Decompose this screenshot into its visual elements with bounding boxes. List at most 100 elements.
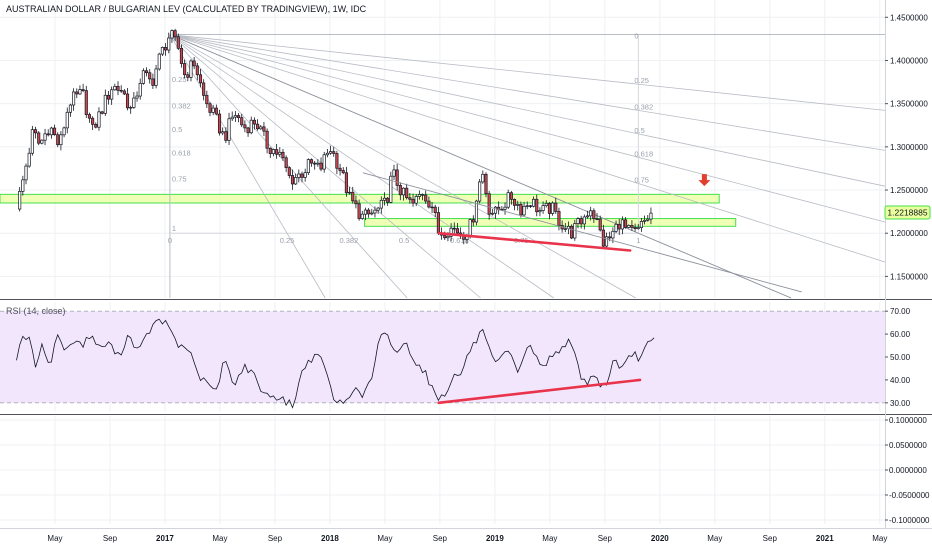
candle-body-102 bbox=[338, 167, 342, 171]
time-tick-label-11: 2020 bbox=[651, 534, 669, 543]
fan-label-bottom-6: 1 bbox=[636, 236, 640, 245]
candle-body-200 bbox=[649, 212, 653, 220]
candle-body-7 bbox=[37, 132, 41, 144]
candle-body-132 bbox=[433, 206, 437, 213]
fan-ray-time-1 bbox=[169, 34, 326, 299]
candle-body-168 bbox=[547, 203, 551, 214]
candle-body-100 bbox=[332, 151, 336, 154]
candle-body-26 bbox=[97, 111, 101, 128]
candle-body-166 bbox=[541, 205, 545, 211]
candle-body-106 bbox=[351, 191, 355, 202]
candle-body-13 bbox=[56, 134, 60, 146]
candle-body-43 bbox=[151, 78, 155, 86]
candle-body-39 bbox=[138, 83, 142, 97]
candle-body-138 bbox=[452, 227, 456, 230]
candle-body-8 bbox=[40, 139, 44, 144]
candle-body-54 bbox=[186, 74, 190, 78]
candle-body-105 bbox=[348, 191, 352, 194]
candle-body-137 bbox=[449, 227, 453, 237]
candle-body-24 bbox=[91, 117, 95, 125]
fan-label-right-0: 0 bbox=[634, 32, 638, 41]
candle-body-161 bbox=[525, 205, 529, 207]
candle-body-34 bbox=[122, 90, 126, 95]
candle-body-101 bbox=[335, 153, 339, 169]
candle-body-44 bbox=[154, 68, 158, 86]
candle-body-164 bbox=[535, 198, 539, 213]
fan-label-right-3: 0.5 bbox=[634, 126, 644, 135]
rsi-tick-label-3: 40.00 bbox=[890, 376, 911, 385]
candle-body-126 bbox=[414, 196, 418, 204]
fan-label-left-4: 0.75 bbox=[172, 175, 187, 184]
candle-body-190 bbox=[617, 223, 621, 230]
fan-label-right-4: 0.618 bbox=[634, 149, 653, 158]
candle-body-77 bbox=[259, 126, 263, 130]
price-tick-label-2: 1.3500000 bbox=[890, 100, 928, 109]
candle-body-72 bbox=[243, 124, 247, 129]
candle-body-6 bbox=[33, 129, 38, 134]
candle-body-193 bbox=[627, 225, 631, 228]
candle-body-75 bbox=[252, 119, 256, 125]
candle-body-64 bbox=[217, 113, 222, 134]
candle-body-160 bbox=[522, 205, 526, 216]
fan-ray-price-3 bbox=[169, 34, 886, 187]
candle-body-2 bbox=[21, 179, 25, 192]
candle-body-112 bbox=[370, 212, 374, 215]
candle-body-136 bbox=[446, 235, 450, 239]
candle-body-192 bbox=[624, 219, 628, 228]
candle-body-16 bbox=[65, 111, 69, 129]
candle-body-116 bbox=[382, 197, 387, 201]
candle-body-129 bbox=[424, 194, 428, 202]
candle-body-55 bbox=[189, 60, 193, 78]
fan-label-right-5: 0.75 bbox=[634, 176, 649, 185]
candle-body-65 bbox=[221, 131, 225, 134]
rsi-tick-label-4: 30.00 bbox=[890, 399, 911, 408]
price-tick-label-4: 1.2500000 bbox=[890, 186, 928, 195]
candlestick-series bbox=[18, 28, 653, 248]
candle-body-86 bbox=[287, 167, 291, 176]
lower-tick-label-0: 0.1000000 bbox=[889, 416, 927, 425]
rsi-label: RSI (14, close) bbox=[6, 306, 66, 316]
fan-ray-time-5 bbox=[169, 34, 637, 299]
fan-label-left-3: 0.618 bbox=[172, 148, 191, 157]
candle-body-52 bbox=[179, 47, 184, 64]
candle-body-22 bbox=[84, 90, 88, 115]
fan-label-left-5: 1 bbox=[172, 224, 176, 233]
candle-body-32 bbox=[116, 86, 120, 91]
time-tick-label-0: May bbox=[47, 534, 62, 543]
candle-body-189 bbox=[614, 223, 618, 232]
fan-label-left-1: 0.382 bbox=[172, 101, 191, 110]
fan-ray-price-2 bbox=[169, 34, 886, 151]
candle-body-97 bbox=[322, 154, 326, 170]
candle-body-173 bbox=[563, 228, 567, 230]
candle-body-143 bbox=[468, 219, 472, 237]
time-tick-label-1: Sep bbox=[103, 534, 118, 543]
candle-body-23 bbox=[87, 114, 92, 119]
candle-body-194 bbox=[630, 225, 634, 228]
candle-body-179 bbox=[582, 216, 586, 225]
candle-body-38 bbox=[135, 95, 139, 99]
candle-body-82 bbox=[275, 149, 279, 155]
candle-body-155 bbox=[506, 192, 510, 208]
candle-body-91 bbox=[303, 172, 307, 178]
candle-body-15 bbox=[62, 127, 66, 136]
last-price-text: 1.2218885 bbox=[887, 208, 927, 218]
candle-body-175 bbox=[570, 225, 574, 239]
candle-body-195 bbox=[633, 227, 637, 229]
candle-body-182 bbox=[592, 210, 596, 220]
candle-body-188 bbox=[611, 230, 615, 239]
candle-body-80 bbox=[268, 147, 272, 154]
rsi-divergence-line bbox=[437, 378, 642, 405]
fan-label-bottom-1: 0.25 bbox=[280, 236, 295, 245]
rsi-tick-label-2: 50.00 bbox=[890, 353, 911, 362]
candle-body-74 bbox=[249, 119, 253, 134]
candle-body-49 bbox=[170, 30, 174, 39]
time-tick-label-3: May bbox=[212, 534, 227, 543]
candle-body-110 bbox=[363, 209, 367, 215]
candle-body-85 bbox=[284, 157, 288, 168]
last-price-badge-bg bbox=[884, 205, 931, 220]
time-tick-label-7: Sep bbox=[433, 534, 448, 543]
candle-body-28 bbox=[103, 94, 107, 114]
candle-body-92 bbox=[306, 159, 310, 173]
